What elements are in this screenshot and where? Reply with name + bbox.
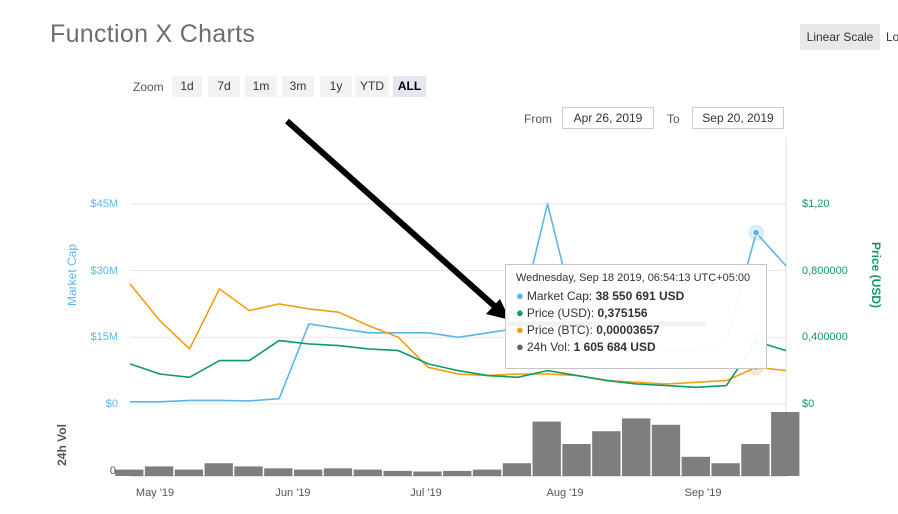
from-date-input[interactable]: Apr 26, 2019 [562,107,654,129]
volume-bar [353,469,382,476]
right-axis-tick: 0,800000 [802,265,848,277]
price-btc-dot-icon: ● [516,322,524,337]
volume-bar [711,463,740,476]
data-tooltip: Wednesday, Sep 18 2019, 06:54:13 UTC+05:… [505,264,767,369]
series-line-price-btc [129,283,787,385]
page-title: Function X Charts [50,20,256,48]
tooltip-row-volume: ● 24h Vol: 1 605 684 USD [516,338,756,355]
tooltip-row-price-btc: ● Price (BTC): 0,00003657 [516,321,756,338]
left-axis-title: Market Cap [65,244,79,306]
zoom-1m-button[interactable]: 1m [245,76,277,97]
volume-bar [592,431,621,476]
volume-bar [144,466,174,476]
zoom-1y-button[interactable]: 1y [320,76,352,97]
tooltip-date: Wednesday, Sep 18 2019, 06:54:13 UTC+05:… [516,272,751,284]
volume-bar [323,468,353,476]
volume-bar [771,412,800,476]
zoom-7d-button[interactable]: 7d [208,76,240,97]
volume-bar [532,421,561,476]
hover-point [752,228,761,237]
tooltip-label: Market Cap: [526,289,593,303]
tooltip-row-market-cap: ● Market Cap: 38 550 691 USD [516,287,756,304]
right-axis-tick: $0 [802,398,814,410]
volume-bar [472,469,502,476]
volume-bar [741,444,770,476]
x-axis-tick: May '19 [136,487,174,499]
volume-bar [383,470,412,476]
log-scale-button[interactable]: Lo [884,24,898,50]
volume-bar [264,468,293,476]
tooltip-label: 24h Vol: [526,340,571,354]
tooltip-label: Price (BTC): [526,323,593,337]
left-axis-tick: $0 [106,398,118,410]
linear-scale-button[interactable]: Linear Scale [800,24,880,50]
zoom-ytd-button[interactable]: YTD [355,76,389,97]
x-axis-tick: Aug '19 [547,487,584,499]
volume-axis-tick: 0 [110,465,116,477]
volume-bar [234,466,263,476]
left-axis-tick: $45M [90,198,118,210]
left-axis-tick: $30M [90,265,118,277]
x-axis-tick: Jun '19 [275,487,310,499]
tooltip-value: 38 550 691 USD [595,289,685,303]
tooltip-value: 1 605 684 USD [573,340,656,354]
left-axis-tick: $15M [90,331,118,343]
zoom-3m-button[interactable]: 3m [282,76,314,97]
volume-bar [651,424,681,476]
price-usd-dot-icon: ● [516,305,524,320]
right-axis-tick: $1,20 [802,198,830,210]
tooltip-label: Price (USD): [526,306,595,320]
right-axis-title: Price (USD) [869,242,883,308]
volume-bar [174,469,204,476]
volume-bar [204,463,233,476]
tooltip-row-price-usd: ● Price (USD): 0,375156 [516,304,756,321]
right-axis-tick: 0,400000 [802,331,848,343]
zoom-1d-button[interactable]: 1d [172,76,202,97]
to-date-input[interactable]: Sep 20, 2019 [692,107,784,129]
volume-bar [562,444,591,476]
volume-bar [502,463,532,476]
volume-axis-title: 24h Vol [55,424,69,466]
x-axis-tick: Jul '19 [410,487,441,499]
volume-bar [413,471,442,476]
volume-dot-icon: ● [516,339,524,354]
volume-bar [115,469,144,476]
volume-bar [443,470,472,476]
from-label: From [524,112,552,126]
market-cap-dot-icon: ● [516,288,524,303]
tooltip-value: 0,00003657 [596,323,660,337]
zoom-label: Zoom [133,80,164,94]
volume-bar [681,456,710,476]
volume-bar [622,418,651,476]
to-label: To [667,112,680,126]
tooltip-value: 0,375156 [597,306,648,320]
volume-bar [294,469,323,476]
zoom-all-button[interactable]: ALL [393,76,426,97]
series-line-price-usd [129,339,787,389]
x-axis-tick: Sep '19 [685,487,722,499]
